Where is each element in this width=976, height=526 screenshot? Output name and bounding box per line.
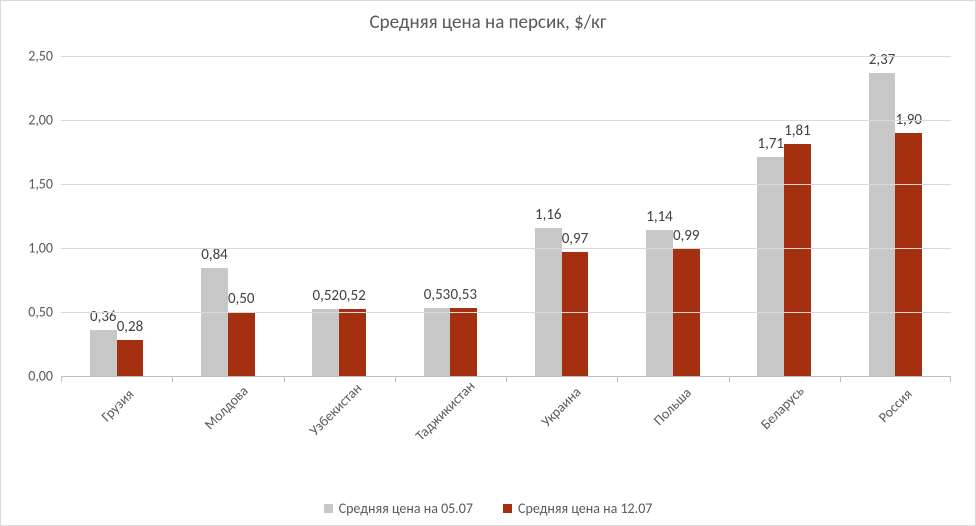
x-axis-label: Молдова: [201, 382, 252, 433]
y-tick-label: 1,50: [28, 176, 53, 193]
bar-groups: 0,360,280,840,500,520,520,530,531,160,97…: [61, 56, 951, 376]
x-tick-mark: [950, 376, 951, 382]
data-label: 0,53: [424, 286, 451, 304]
data-label: 0,53: [450, 286, 477, 304]
data-label: 0,36: [90, 308, 117, 326]
bar-series-1: [869, 73, 896, 376]
y-tick-label: 2,50: [28, 48, 53, 65]
bar-series-2: [450, 308, 477, 376]
grid-line: [61, 248, 951, 249]
bar-series-1: [90, 330, 117, 376]
x-label-slot: Таджикистан: [395, 376, 506, 476]
bar-group: 1,711,81: [729, 56, 840, 376]
bar-series-1: [312, 309, 339, 376]
data-label: 0,52: [339, 287, 366, 305]
x-tick-mark: [617, 376, 618, 382]
bar-series-1: [424, 308, 451, 376]
x-tick-mark: [284, 376, 285, 382]
x-label-slot: Украина: [506, 376, 617, 476]
data-label: 0,50: [228, 290, 255, 308]
bar-group: 2,371,90: [840, 56, 951, 376]
grid-line: [61, 120, 951, 121]
bar-series-1: [646, 230, 673, 376]
bar-group: 1,160,97: [506, 56, 617, 376]
bar-series-1: [201, 268, 228, 376]
x-label-slot: Беларусь: [729, 376, 840, 476]
data-label: 0,84: [201, 246, 228, 264]
bar-group: 0,360,28: [61, 56, 172, 376]
y-tick-label: 1,00: [28, 240, 53, 257]
bar-series-2: [784, 144, 811, 376]
y-tick-label: 0,00: [28, 368, 53, 385]
x-label-slot: Россия: [840, 376, 951, 476]
x-tick-mark: [840, 376, 841, 382]
grid-line: [61, 312, 951, 313]
legend-swatch: [503, 504, 512, 513]
bar-group: 0,520,52: [284, 56, 395, 376]
x-tick-mark: [506, 376, 507, 382]
bar-series-1: [757, 157, 784, 376]
legend-item: Средняя цена на 05.07: [324, 500, 473, 517]
chart-title: Средняя цена на персик, $/кг: [1, 11, 975, 34]
bar-series-2: [339, 309, 366, 376]
data-label: 0,28: [117, 318, 144, 336]
data-label: 0,97: [562, 230, 589, 248]
x-label-slot: Грузия: [61, 376, 172, 476]
x-axis-label: Украина: [537, 384, 584, 431]
legend: Средняя цена на 05.07 Средняя цена на 12.…: [1, 500, 975, 517]
bar-series-2: [562, 252, 589, 376]
plot-area: 0,360,280,840,500,520,520,530,531,160,97…: [61, 56, 951, 376]
legend-label: Средняя цена на 12.07: [518, 500, 652, 517]
chart-container: Средняя цена на персик, $/кг 0,360,280,8…: [0, 0, 976, 526]
grid-line: [61, 184, 951, 185]
x-label-slot: Польша: [617, 376, 728, 476]
x-axis-label: Беларусь: [757, 383, 807, 433]
y-tick-label: 0,50: [28, 304, 53, 321]
grid-line: [61, 56, 951, 57]
x-tick-mark: [172, 376, 173, 382]
bar-series-2: [228, 312, 255, 376]
legend-item: Средняя цена на 12.07: [503, 500, 652, 517]
legend-label: Средняя цена на 05.07: [339, 500, 473, 517]
bar-series-1: [535, 228, 562, 376]
data-label: 1,16: [535, 206, 562, 224]
x-axis-label: Таджикистан: [412, 378, 479, 445]
data-label: 0,99: [673, 227, 700, 245]
bar-group: 1,140,99: [617, 56, 728, 376]
bar-group: 0,84 0,50: [172, 56, 283, 376]
bar-series-2: [117, 340, 144, 376]
data-label: 2,37: [869, 51, 896, 69]
bar-group: 0,530,53: [395, 56, 506, 376]
x-axis-label: Узбекистан: [306, 380, 365, 439]
x-axis-label: Грузия: [97, 386, 136, 425]
x-tick-mark: [395, 376, 396, 382]
data-label: 0,52: [312, 287, 339, 305]
x-tick-mark: [61, 376, 62, 382]
data-label: 1,81: [784, 122, 811, 140]
x-axis-label: Польша: [650, 384, 695, 429]
data-label: 1,14: [646, 208, 673, 226]
legend-swatch: [324, 504, 333, 513]
x-tick-mark: [729, 376, 730, 382]
x-axis-label: Россия: [875, 385, 916, 426]
data-label: 1,71: [757, 135, 784, 153]
bar-series-2: [895, 133, 922, 376]
x-label-slot: Узбекистан: [284, 376, 395, 476]
y-tick-label: 2,00: [28, 112, 53, 129]
x-label-slot: Молдова: [172, 376, 283, 476]
x-axis-labels: Грузия Молдова Узбекистан Таджикистан Украин…: [61, 376, 951, 476]
